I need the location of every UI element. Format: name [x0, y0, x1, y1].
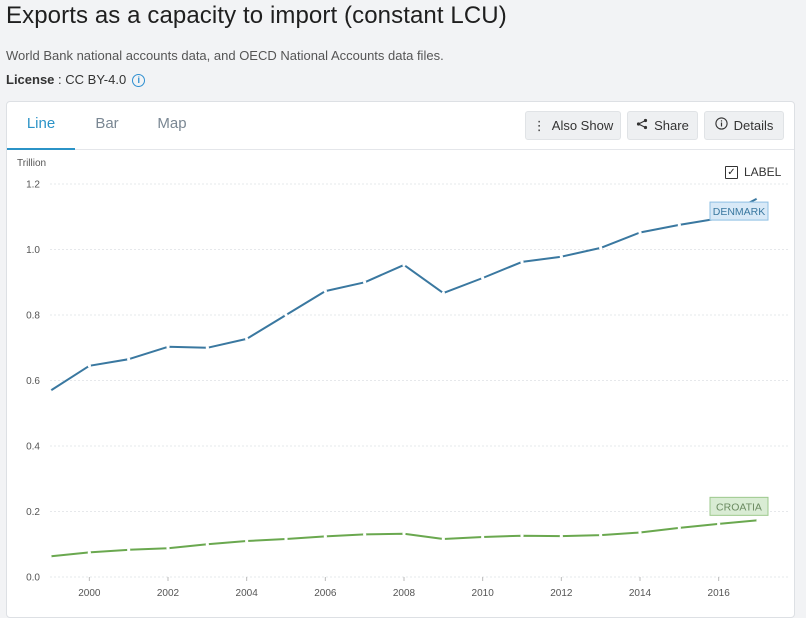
details-label: Details — [733, 118, 774, 133]
data-point — [638, 230, 642, 235]
x-tick-label: 2008 — [393, 588, 416, 599]
data-point — [599, 533, 603, 537]
data-point — [520, 260, 524, 264]
data-point — [166, 345, 170, 349]
x-tick-label: 2002 — [157, 588, 180, 599]
share-label: Share — [654, 118, 689, 133]
x-tick-label: 2006 — [314, 588, 337, 599]
data-point — [205, 346, 209, 350]
data-point — [363, 532, 367, 537]
tab-bar-chart[interactable]: Bar — [95, 115, 119, 132]
label-checkbox[interactable]: ✓ — [725, 165, 738, 179]
label-toggle[interactable]: ✓ LABEL — [725, 164, 781, 180]
series-line-denmark — [49, 197, 759, 392]
x-tick-label: 2016 — [708, 588, 731, 599]
data-point — [441, 537, 445, 541]
data-point — [756, 518, 760, 522]
y-tick-label: 1.0 — [26, 245, 40, 256]
data-point — [559, 534, 563, 538]
data-point — [638, 530, 642, 535]
license-line: License : CC BY-4.0 i — [6, 72, 146, 87]
data-point — [363, 280, 367, 284]
x-tick-label: 2014 — [629, 588, 652, 599]
y-tick-label: 0.6 — [26, 376, 40, 387]
data-point — [323, 289, 327, 293]
tab-map[interactable]: Map — [157, 115, 187, 132]
license-value: : CC BY-4.0 — [54, 72, 127, 87]
data-point — [166, 546, 170, 550]
data-point — [127, 357, 131, 361]
data-point — [245, 337, 249, 341]
data-point — [87, 550, 91, 555]
data-point — [284, 537, 288, 541]
y-tick-label: 1.2 — [26, 180, 40, 191]
share-icon — [636, 111, 648, 140]
more-vertical-icon: ⋮ — [532, 118, 546, 133]
data-point — [559, 255, 563, 259]
y-tick-label: 0.0 — [26, 573, 40, 584]
data-point — [48, 389, 52, 393]
also-show-label: Also Show — [551, 118, 614, 133]
data-point — [402, 263, 406, 267]
share-button[interactable]: Share — [627, 111, 698, 140]
info-icon[interactable]: i — [132, 74, 146, 87]
series-label: DENMARK — [713, 206, 766, 218]
series-label: CROATIA — [716, 501, 762, 513]
x-tick-label: 2000 — [78, 588, 101, 599]
data-point — [127, 548, 131, 552]
info-circle-icon — [714, 111, 728, 140]
series-label-box — [709, 201, 769, 221]
also-show-button[interactable]: ⋮ Also Show — [525, 111, 621, 140]
data-point — [245, 539, 249, 543]
data-point — [481, 535, 485, 539]
data-point — [756, 196, 760, 200]
data-point — [481, 276, 485, 280]
y-tick-label: 0.4 — [26, 442, 40, 453]
series-label-box — [709, 496, 769, 516]
data-point — [717, 522, 721, 526]
data-point — [402, 532, 406, 536]
label-toggle-text: LABEL — [744, 165, 782, 179]
chart-card: Line Bar Map ⋮ Also Show Share Details ✓… — [6, 101, 795, 618]
series-line-croatia — [49, 519, 759, 558]
data-point — [520, 534, 524, 538]
x-tick-label: 2012 — [550, 588, 573, 599]
data-point — [599, 246, 603, 250]
details-button[interactable]: Details — [704, 111, 784, 140]
data-point — [441, 291, 445, 295]
data-point — [284, 313, 288, 317]
y-tick-label: 0.8 — [26, 311, 40, 322]
source-note: World Bank national accounts data, and O… — [6, 48, 444, 63]
tab-bar: Line Bar Map ⋮ Also Show Share Details — [7, 102, 794, 150]
data-point — [677, 223, 681, 227]
y-tick-label: 0.2 — [26, 507, 40, 518]
data-point — [323, 534, 327, 538]
license-label: License — [6, 72, 55, 87]
data-point — [677, 526, 681, 530]
x-tick-label: 2010 — [472, 588, 495, 599]
data-point — [48, 554, 52, 558]
x-tick-label: 2004 — [236, 588, 259, 599]
y-axis-label: Trillion — [17, 158, 46, 169]
data-point — [87, 364, 91, 368]
page-title: Exports as a capacity to import (constan… — [6, 2, 507, 29]
tab-line[interactable]: Line — [7, 102, 75, 150]
data-point — [205, 542, 209, 546]
